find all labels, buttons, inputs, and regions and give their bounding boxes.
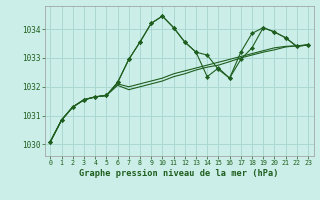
X-axis label: Graphe pression niveau de la mer (hPa): Graphe pression niveau de la mer (hPa) [79,169,279,178]
